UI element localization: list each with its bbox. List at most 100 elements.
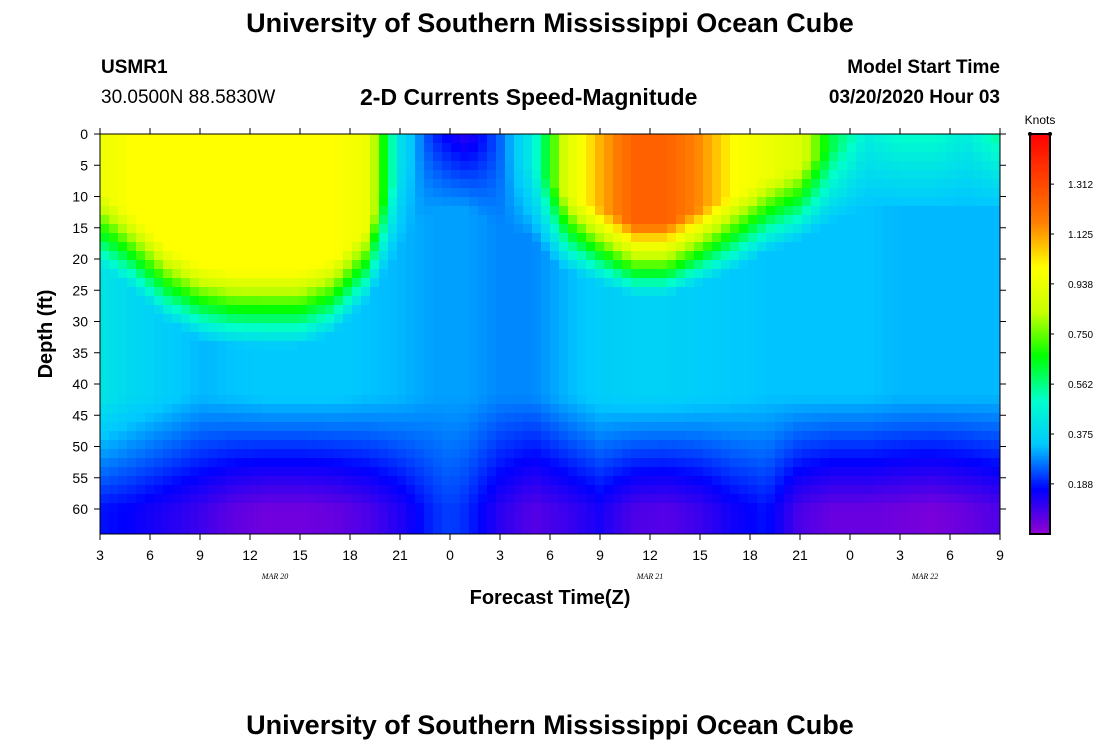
heatmap-cell bbox=[901, 359, 911, 369]
heatmap-cell bbox=[262, 152, 272, 162]
heatmap-cell bbox=[622, 323, 632, 333]
heatmap-cell bbox=[289, 359, 299, 369]
colorbar-segment bbox=[1030, 440, 1050, 443]
heatmap-cell bbox=[370, 440, 380, 450]
heatmap-cell bbox=[424, 458, 434, 468]
heatmap-cell bbox=[541, 134, 551, 144]
heatmap-cell bbox=[847, 233, 857, 243]
heatmap-cell bbox=[667, 431, 677, 441]
heatmap-cell bbox=[712, 494, 722, 504]
heatmap-cell bbox=[226, 386, 236, 396]
heatmap-cell bbox=[289, 224, 299, 234]
heatmap-cell bbox=[190, 440, 200, 450]
heatmap-cell bbox=[568, 179, 578, 189]
heatmap-cell bbox=[973, 287, 983, 297]
heatmap-cell bbox=[757, 377, 767, 387]
heatmap-cell bbox=[928, 431, 938, 441]
heatmap-cell bbox=[964, 269, 974, 279]
heatmap-cell bbox=[721, 404, 731, 414]
heatmap-cell bbox=[352, 134, 362, 144]
heatmap-cell bbox=[811, 422, 821, 432]
heatmap-cell bbox=[172, 485, 182, 495]
colorbar-segment bbox=[1030, 274, 1050, 277]
heatmap-cell bbox=[793, 242, 803, 252]
heatmap-cell bbox=[172, 341, 182, 351]
colorbar-segment bbox=[1030, 370, 1050, 373]
heatmap-cell bbox=[982, 494, 992, 504]
heatmap-cell bbox=[271, 296, 281, 306]
heatmap-cell bbox=[577, 287, 587, 297]
heatmap-cell bbox=[262, 395, 272, 405]
heatmap-cell bbox=[370, 350, 380, 360]
heatmap-cell bbox=[811, 260, 821, 270]
heatmap-cell bbox=[775, 440, 785, 450]
heatmap-cell bbox=[271, 377, 281, 387]
heatmap-cell bbox=[559, 314, 569, 324]
heatmap-cell bbox=[361, 152, 371, 162]
heatmap-cell bbox=[244, 395, 254, 405]
heatmap-cell bbox=[325, 341, 335, 351]
heatmap-cell bbox=[424, 323, 434, 333]
heatmap-cell bbox=[829, 170, 839, 180]
heatmap-cell bbox=[586, 161, 596, 171]
heatmap-cell bbox=[676, 467, 686, 477]
heatmap-cell bbox=[451, 494, 461, 504]
heatmap-cell bbox=[613, 476, 623, 486]
heatmap-cell bbox=[622, 188, 632, 198]
colorbar-segment bbox=[1030, 392, 1050, 395]
heatmap-cell bbox=[406, 485, 416, 495]
heatmap-cell bbox=[901, 170, 911, 180]
heatmap-cell bbox=[226, 260, 236, 270]
heatmap-cell bbox=[919, 413, 929, 423]
heatmap-cell bbox=[685, 224, 695, 234]
heatmap-cell bbox=[136, 458, 146, 468]
heatmap-cell bbox=[865, 368, 875, 378]
colorbar-segment bbox=[1030, 384, 1050, 387]
heatmap-cell bbox=[703, 134, 713, 144]
heatmap-cell bbox=[811, 269, 821, 279]
heatmap-column bbox=[352, 134, 362, 534]
heatmap-cell bbox=[676, 503, 686, 513]
heatmap-cell bbox=[604, 179, 614, 189]
heatmap-cell bbox=[703, 512, 713, 522]
heatmap-cell bbox=[307, 224, 317, 234]
heatmap-cell bbox=[199, 287, 209, 297]
heatmap-cell bbox=[910, 404, 920, 414]
heatmap-cell bbox=[298, 296, 308, 306]
heatmap-cell bbox=[505, 251, 515, 261]
heatmap-cell bbox=[523, 431, 533, 441]
heatmap-cell bbox=[730, 440, 740, 450]
heatmap-cell bbox=[460, 269, 470, 279]
heatmap-cell bbox=[559, 368, 569, 378]
heatmap-cell bbox=[622, 368, 632, 378]
heatmap-cell bbox=[253, 242, 263, 252]
heatmap-cell bbox=[964, 395, 974, 405]
heatmap-cell bbox=[460, 467, 470, 477]
heatmap-cell bbox=[883, 377, 893, 387]
heatmap-cell bbox=[775, 260, 785, 270]
heatmap-cell bbox=[271, 386, 281, 396]
heatmap-cell bbox=[811, 305, 821, 315]
heatmap-cell bbox=[397, 287, 407, 297]
heatmap-cell bbox=[100, 386, 110, 396]
colorbar-tick-label: 0.188 bbox=[1068, 480, 1093, 491]
heatmap-cell bbox=[883, 224, 893, 234]
heatmap-cell bbox=[334, 530, 344, 534]
heatmap-cell bbox=[388, 188, 398, 198]
heatmap-cell bbox=[505, 377, 515, 387]
heatmap-cell bbox=[811, 395, 821, 405]
heatmap-cell bbox=[928, 395, 938, 405]
heatmap-cell bbox=[685, 152, 695, 162]
heatmap-cell bbox=[829, 467, 839, 477]
heatmap-cell bbox=[577, 314, 587, 324]
heatmap-cell bbox=[496, 278, 506, 288]
heatmap-cell bbox=[667, 350, 677, 360]
heatmap-cell bbox=[766, 494, 776, 504]
heatmap-cell bbox=[541, 179, 551, 189]
heatmap-cell bbox=[226, 350, 236, 360]
heatmap-cell bbox=[739, 323, 749, 333]
heatmap-cell bbox=[352, 395, 362, 405]
heatmap-cell bbox=[910, 170, 920, 180]
heatmap-cell bbox=[694, 242, 704, 252]
heatmap-cell bbox=[856, 269, 866, 279]
